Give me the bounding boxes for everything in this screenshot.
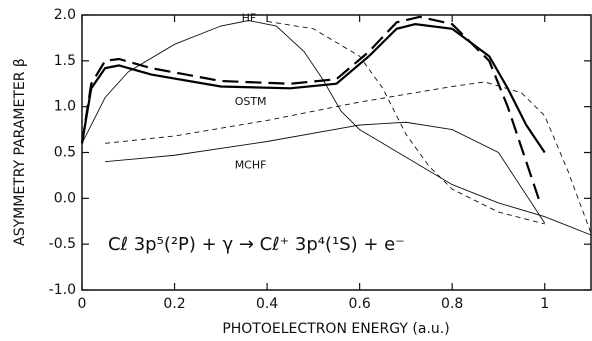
line bbox=[105, 121, 546, 224]
y-tick-label: 1.5 bbox=[54, 53, 76, 69]
series-label: OSTM bbox=[235, 95, 267, 108]
y-tick-label: 1.0 bbox=[54, 99, 76, 115]
series-label: HF bbox=[242, 12, 257, 25]
x-tick-label: 1 bbox=[540, 296, 549, 312]
y-tick-label: -0.5 bbox=[49, 236, 76, 252]
y-tick-label: -1.0 bbox=[49, 282, 76, 298]
x-tick-label: 0 bbox=[78, 296, 87, 312]
y-tick-label: 2.0 bbox=[54, 7, 76, 23]
y-axis-label: ASYMMETRY PARAMETER β bbox=[12, 58, 28, 246]
x-axis-label: PHOTOELECTRON ENERGY (a.u.) bbox=[222, 321, 449, 337]
x-tick-label: 0.6 bbox=[349, 296, 371, 312]
line bbox=[80, 23, 546, 154]
line bbox=[267, 20, 545, 225]
x-tick-label: 0.8 bbox=[441, 296, 463, 312]
x-tick-label: 0.2 bbox=[163, 296, 185, 312]
line bbox=[105, 81, 592, 234]
line bbox=[81, 20, 592, 236]
annotation: Cℓ 3p⁵(²P) + γ → Cℓ⁺ 3p⁴(¹S) + e⁻ bbox=[108, 234, 405, 255]
y-tick-label: 0.0 bbox=[54, 190, 76, 206]
y-tick-label: 0.5 bbox=[54, 145, 76, 161]
x-tick-label: 0.4 bbox=[256, 296, 278, 312]
line bbox=[80, 15, 542, 204]
series-label: MCHF bbox=[235, 158, 267, 171]
